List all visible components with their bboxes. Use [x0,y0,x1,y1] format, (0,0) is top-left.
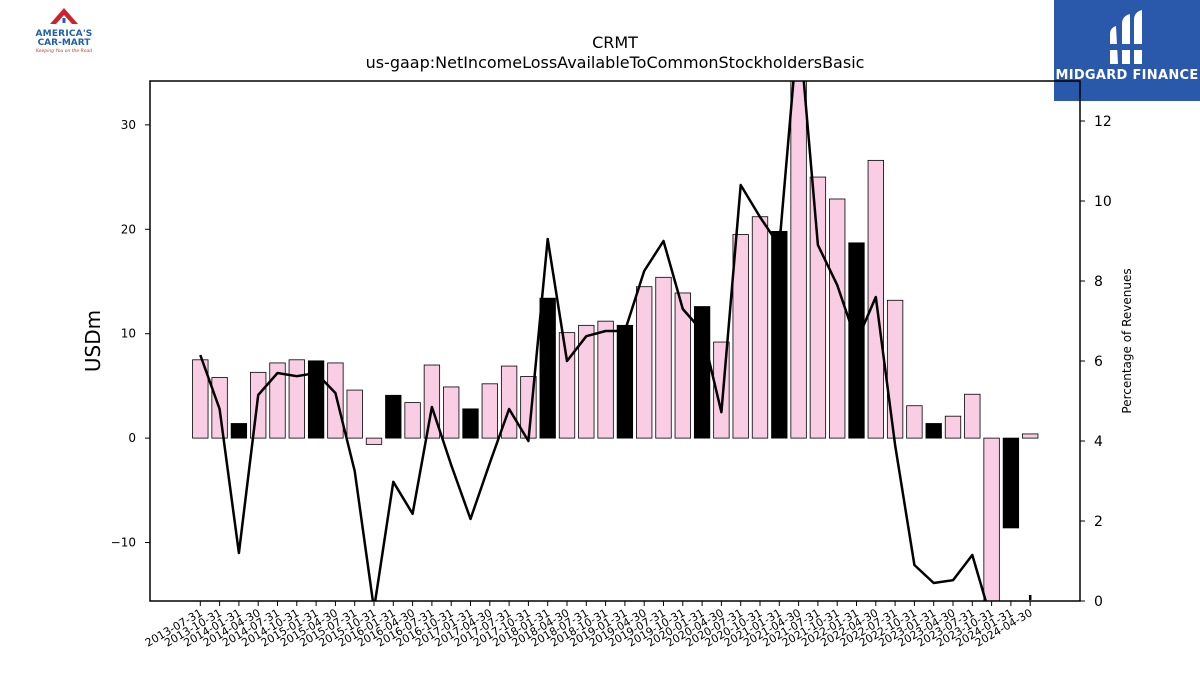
y-axis-right: 0 2 4 6 8 10 12 [1080,114,1112,610]
bar-series [192,80,1039,602]
bar-2019-01-31 [616,324,634,439]
y-tick-label: 0 [128,431,136,445]
chart-title: CRMT [592,33,638,52]
line-series [199,81,1032,601]
bar-2018-01-31 [539,297,556,439]
plot-frame [149,80,1081,602]
logo-tagline: Keeping You on the Road [35,49,93,54]
bar-2016-10-31 [443,386,460,439]
y-axis-left: −10 0 10 20 30 [111,118,150,550]
y-tick-label: 20 [121,222,136,236]
bar-2021-01-31 [771,230,788,439]
y2-tick-label: 0 [1094,594,1103,610]
y-tick-label: −10 [111,536,136,550]
chart-subtitle: us-gaap:NetIncomeLossAvailableToCommonSt… [366,53,865,72]
bar-2019-10-31 [674,292,691,439]
bar-2019-04-30 [636,286,653,439]
x-axis: 2013-07-312013-10-312014-01-312014-04-30… [143,601,1035,650]
bar-2015-04-30 [327,362,344,439]
logo-text-line1: AMERICA'S [35,29,93,39]
y2-tick-label: 8 [1094,274,1103,290]
bar-2013-07-31 [192,359,209,439]
bar-2024-04-30 [1022,433,1039,439]
bar-2020-10-31 [751,216,769,439]
y2-tick-label: 6 [1094,354,1103,370]
y-tick-label: 10 [121,327,136,341]
bar-2023-10-31 [983,437,1000,602]
y2-axis-label: Percentage of Revenues [1120,268,1134,413]
bar-2020-07-31 [732,234,749,439]
bar-2023-07-31 [964,393,981,439]
bar-2014-01-31 [230,423,248,439]
bar-2021-04-30 [790,80,807,439]
bar-2016-04-30 [404,402,421,439]
bar-2022-10-31 [906,405,923,439]
y2-tick-label: 12 [1094,114,1112,130]
bar-2017-01-31 [462,408,479,439]
bar-2022-07-31 [886,299,904,439]
americas-car-mart-logo: AMERICA'S CAR-MART Keeping You on the Ro… [22,6,106,58]
bar-2015-07-31 [346,389,363,439]
ratio-line-segment-0 [199,81,988,601]
bar-2015-01-31 [307,360,325,439]
bar-2015-10-31 [365,437,383,445]
y2-tick-label: 2 [1094,514,1103,530]
bar-2020-01-31 [693,306,711,439]
bar-2017-04-30 [481,383,498,439]
y-tick-label: 30 [121,118,136,132]
bar-2023-04-30 [944,415,962,439]
car-mart-emblem-icon [50,8,78,24]
bar-2021-10-31 [829,198,846,439]
y2-tick-label: 4 [1094,434,1103,450]
midgard-emblem-icon [1108,10,1146,64]
bar-2018-10-31 [597,320,614,439]
logo-text: MIDGARD FINANCE [1055,68,1199,83]
logo-text-line2: CAR-MART [37,38,91,48]
bar-2018-04-30 [558,332,576,439]
bar-2018-07-31 [578,324,595,439]
bar-2019-07-31 [655,276,672,439]
bar-2023-01-31 [925,423,942,439]
bar-2014-10-31 [288,359,305,439]
midgard-finance-logo: MIDGARD FINANCE [1054,0,1200,101]
bar-2014-07-31 [269,362,286,439]
y2-tick-label: 10 [1094,194,1112,210]
y-axis-label: USDm [81,310,105,372]
bar-2021-07-31 [809,176,827,439]
bar-2024-01-31 [1002,437,1020,529]
bar-2016-01-31 [385,394,402,439]
